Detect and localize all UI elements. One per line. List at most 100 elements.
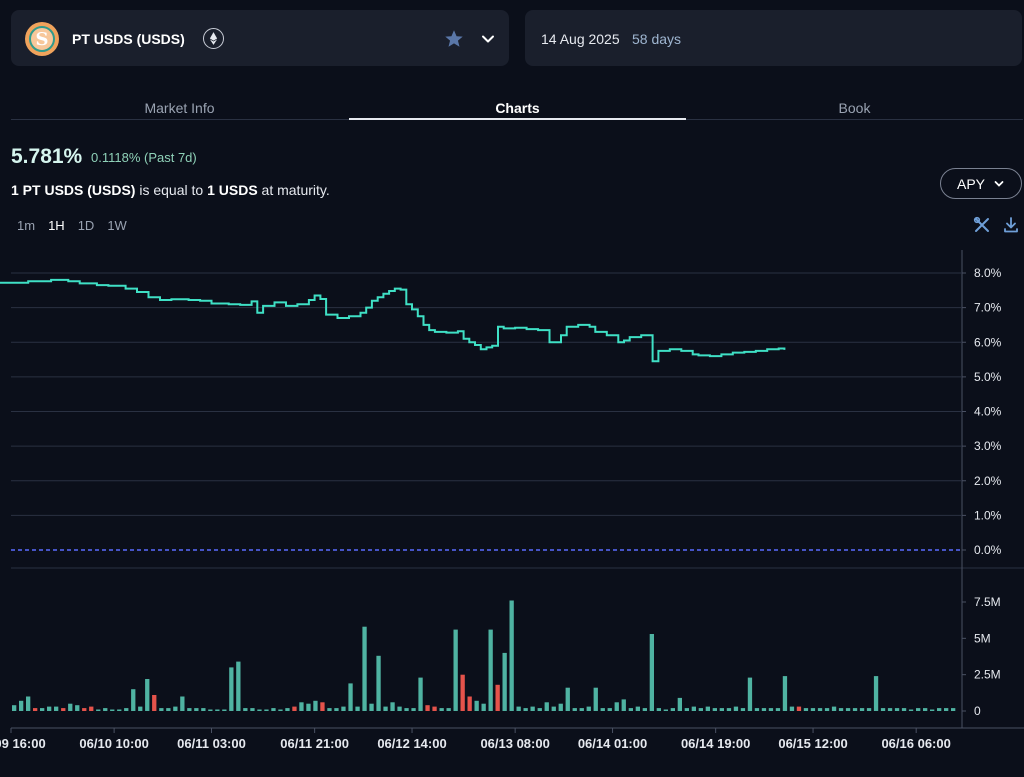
volume-y-tick-label: 0 [974,704,981,718]
volume-bar [544,702,549,711]
volume-bar [320,702,325,711]
volume-bar [327,708,332,711]
volume-bar [439,708,444,711]
volume-bar [642,708,647,711]
range-1m[interactable]: 1m [17,218,36,233]
x-tick-label: 06/15 12:00 [778,736,847,751]
volume-bar [54,706,59,711]
volume-bar [873,676,879,711]
volume-bar [208,709,213,711]
volume-bar [257,709,262,711]
volume-bar [733,706,739,711]
volume-bar [418,677,423,711]
volume-bar [880,708,886,711]
volume-bar [691,706,696,711]
volume-bar [194,708,199,711]
volume-bar [383,706,388,711]
chevron-down-icon [994,180,1004,187]
volume-bar [159,708,164,711]
range-1h[interactable]: 1H [48,218,65,233]
tab-book[interactable]: Book [838,100,871,116]
volume-bar [306,703,311,711]
download-icon[interactable] [1002,216,1020,234]
volume-y-tick-label: 2.5M [974,668,1001,682]
volume-bar [425,705,430,711]
volume-bar [131,689,136,711]
tab-market-info[interactable]: Market Info [144,100,215,116]
y-axis: 8.0% 7.0% 6.0% 5.0% 4.0% 3.0% 2.0% 1.0% 0.0% 7.5M… [962,266,1002,718]
volume-bar [201,708,206,711]
volume-bar [481,703,486,711]
volume-bar [404,708,409,711]
maturity-date: 14 Aug 2025 [541,31,620,47]
volume-bar [47,706,52,711]
volume-bar [656,708,661,711]
wrench-screwdriver-icon[interactable] [973,216,991,234]
volume-bar [75,705,80,711]
metric-select[interactable]: APY [940,168,1022,199]
volume-bar [614,702,619,711]
volume-bar [586,706,591,711]
maturity-card: 14 Aug 2025 58 days [525,10,1022,66]
volume-bar [782,676,788,711]
market-name: PT USDS (USDS) [72,31,185,47]
volume-bar [866,708,872,711]
volume-bar [677,697,682,711]
volume-bar [285,708,290,711]
volume-bar [474,700,479,711]
range-1w[interactable]: 1W [107,218,127,233]
current-apy: 5.781% [11,145,83,168]
volume-bar [845,708,851,711]
volume-bar [775,708,781,711]
volume-bar [145,679,150,711]
x-tick-label: 06/09 16:00 [0,736,46,751]
market-selector[interactable]: S PT USDS (USDS) [11,10,509,66]
y-tick-label: 8.0% [974,266,1002,280]
x-tick-label: 06/13 08:00 [480,736,549,751]
star-icon[interactable] [443,28,465,50]
volume-bar [516,706,521,711]
chart-grid [11,250,1024,729]
y-tick-label: 1.0% [974,508,1002,522]
volume-bar [600,708,605,711]
x-axis: 06/09 16:00 06/10 10:00 06/11 03:00 06/11 2… [0,728,951,751]
volume-bars [12,600,956,711]
volume-bar [124,708,129,711]
apy-volume-chart[interactable]: 8.0% 7.0% 6.0% 5.0% 4.0% 3.0% 2.0% 1.0% 0.0% 7.5M… [0,250,1024,760]
maturity-mid-text: is equal to [135,182,208,198]
apy-change: 0.1118% (Past 7d) [91,150,197,165]
volume-bar [572,708,577,711]
volume-bar [537,708,542,711]
volume-bar [390,702,395,711]
volume-bar [348,683,353,711]
time-range-selector: 1m 1H 1D 1W [17,218,127,233]
volume-bar [530,706,535,711]
volume-bar [684,708,689,711]
volume-bar [937,708,942,711]
volume-bar [740,708,746,711]
volume-bar [768,708,774,711]
chevron-down-icon[interactable] [479,30,497,48]
apy-series-line [0,278,786,363]
volume-bar [89,706,94,711]
volume-bar [901,708,907,711]
tab-charts[interactable]: Charts [495,100,540,116]
volume-bar [747,677,753,711]
volume-bar [488,629,493,711]
y-tick-label: 7.0% [974,301,1002,315]
x-tick-label: 06/14 19:00 [681,736,750,751]
volume-bar [432,706,437,711]
volume-bar [509,600,514,711]
range-1d[interactable]: 1D [77,218,95,233]
volume-bar [446,708,451,711]
days-to-maturity: 58 days [632,31,682,47]
x-tick-label: 06/11 03:00 [177,736,246,751]
volume-bar [810,708,816,711]
volume-bar [951,708,956,711]
apy-line [0,278,786,363]
volume-bar [923,708,928,711]
volume-bar [635,706,640,711]
ethereum-icon [203,28,224,49]
volume-bar [397,706,402,711]
volume-bar [313,700,318,711]
